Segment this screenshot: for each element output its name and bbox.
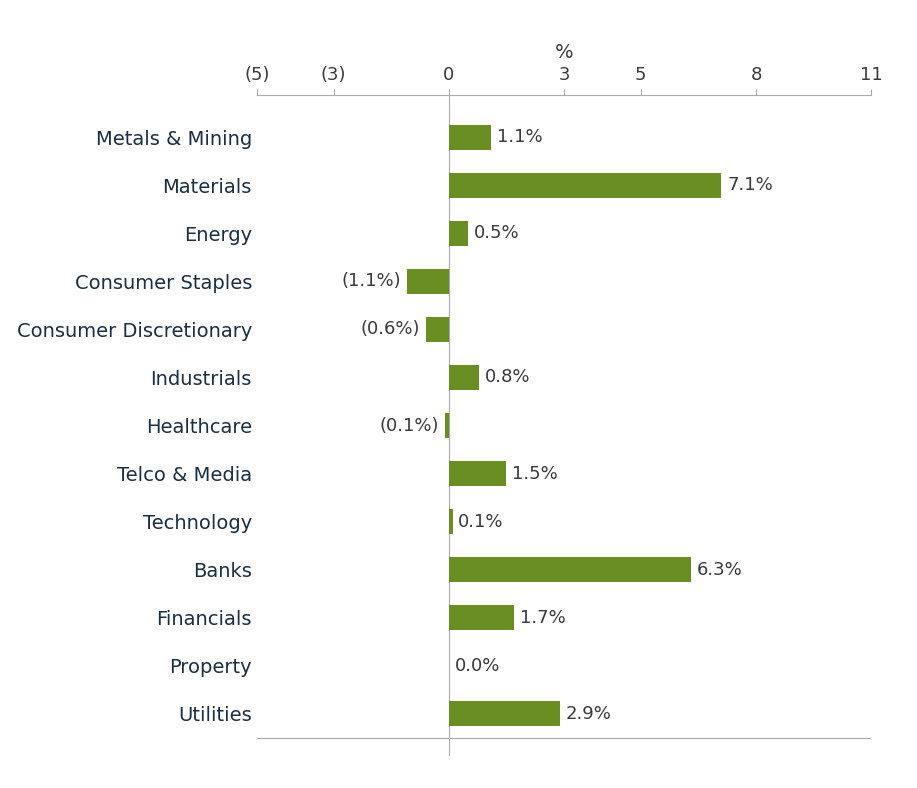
Bar — [448, 557, 691, 582]
Bar — [448, 173, 722, 198]
Text: 1.7%: 1.7% — [520, 609, 566, 626]
Bar — [448, 701, 560, 727]
X-axis label: %: % — [555, 43, 573, 61]
Bar — [448, 461, 506, 486]
Bar — [448, 509, 453, 534]
Text: 2.9%: 2.9% — [566, 705, 612, 723]
Text: 0.0%: 0.0% — [455, 657, 500, 675]
Text: (1.1%): (1.1%) — [341, 273, 401, 290]
Text: (0.1%): (0.1%) — [380, 417, 439, 434]
Bar — [448, 605, 514, 630]
Bar — [448, 125, 491, 150]
Text: 7.1%: 7.1% — [727, 177, 773, 194]
Bar — [448, 221, 468, 246]
Text: 1.1%: 1.1% — [497, 128, 542, 146]
Text: 0.5%: 0.5% — [474, 225, 519, 242]
Text: 0.1%: 0.1% — [458, 513, 503, 530]
Bar — [406, 269, 448, 294]
Text: 1.5%: 1.5% — [512, 465, 558, 482]
Bar — [425, 317, 448, 342]
Bar — [445, 413, 448, 438]
Text: 0.8%: 0.8% — [485, 369, 531, 386]
Bar — [448, 365, 480, 390]
Text: 6.3%: 6.3% — [696, 561, 742, 578]
Text: (0.6%): (0.6%) — [360, 321, 420, 338]
